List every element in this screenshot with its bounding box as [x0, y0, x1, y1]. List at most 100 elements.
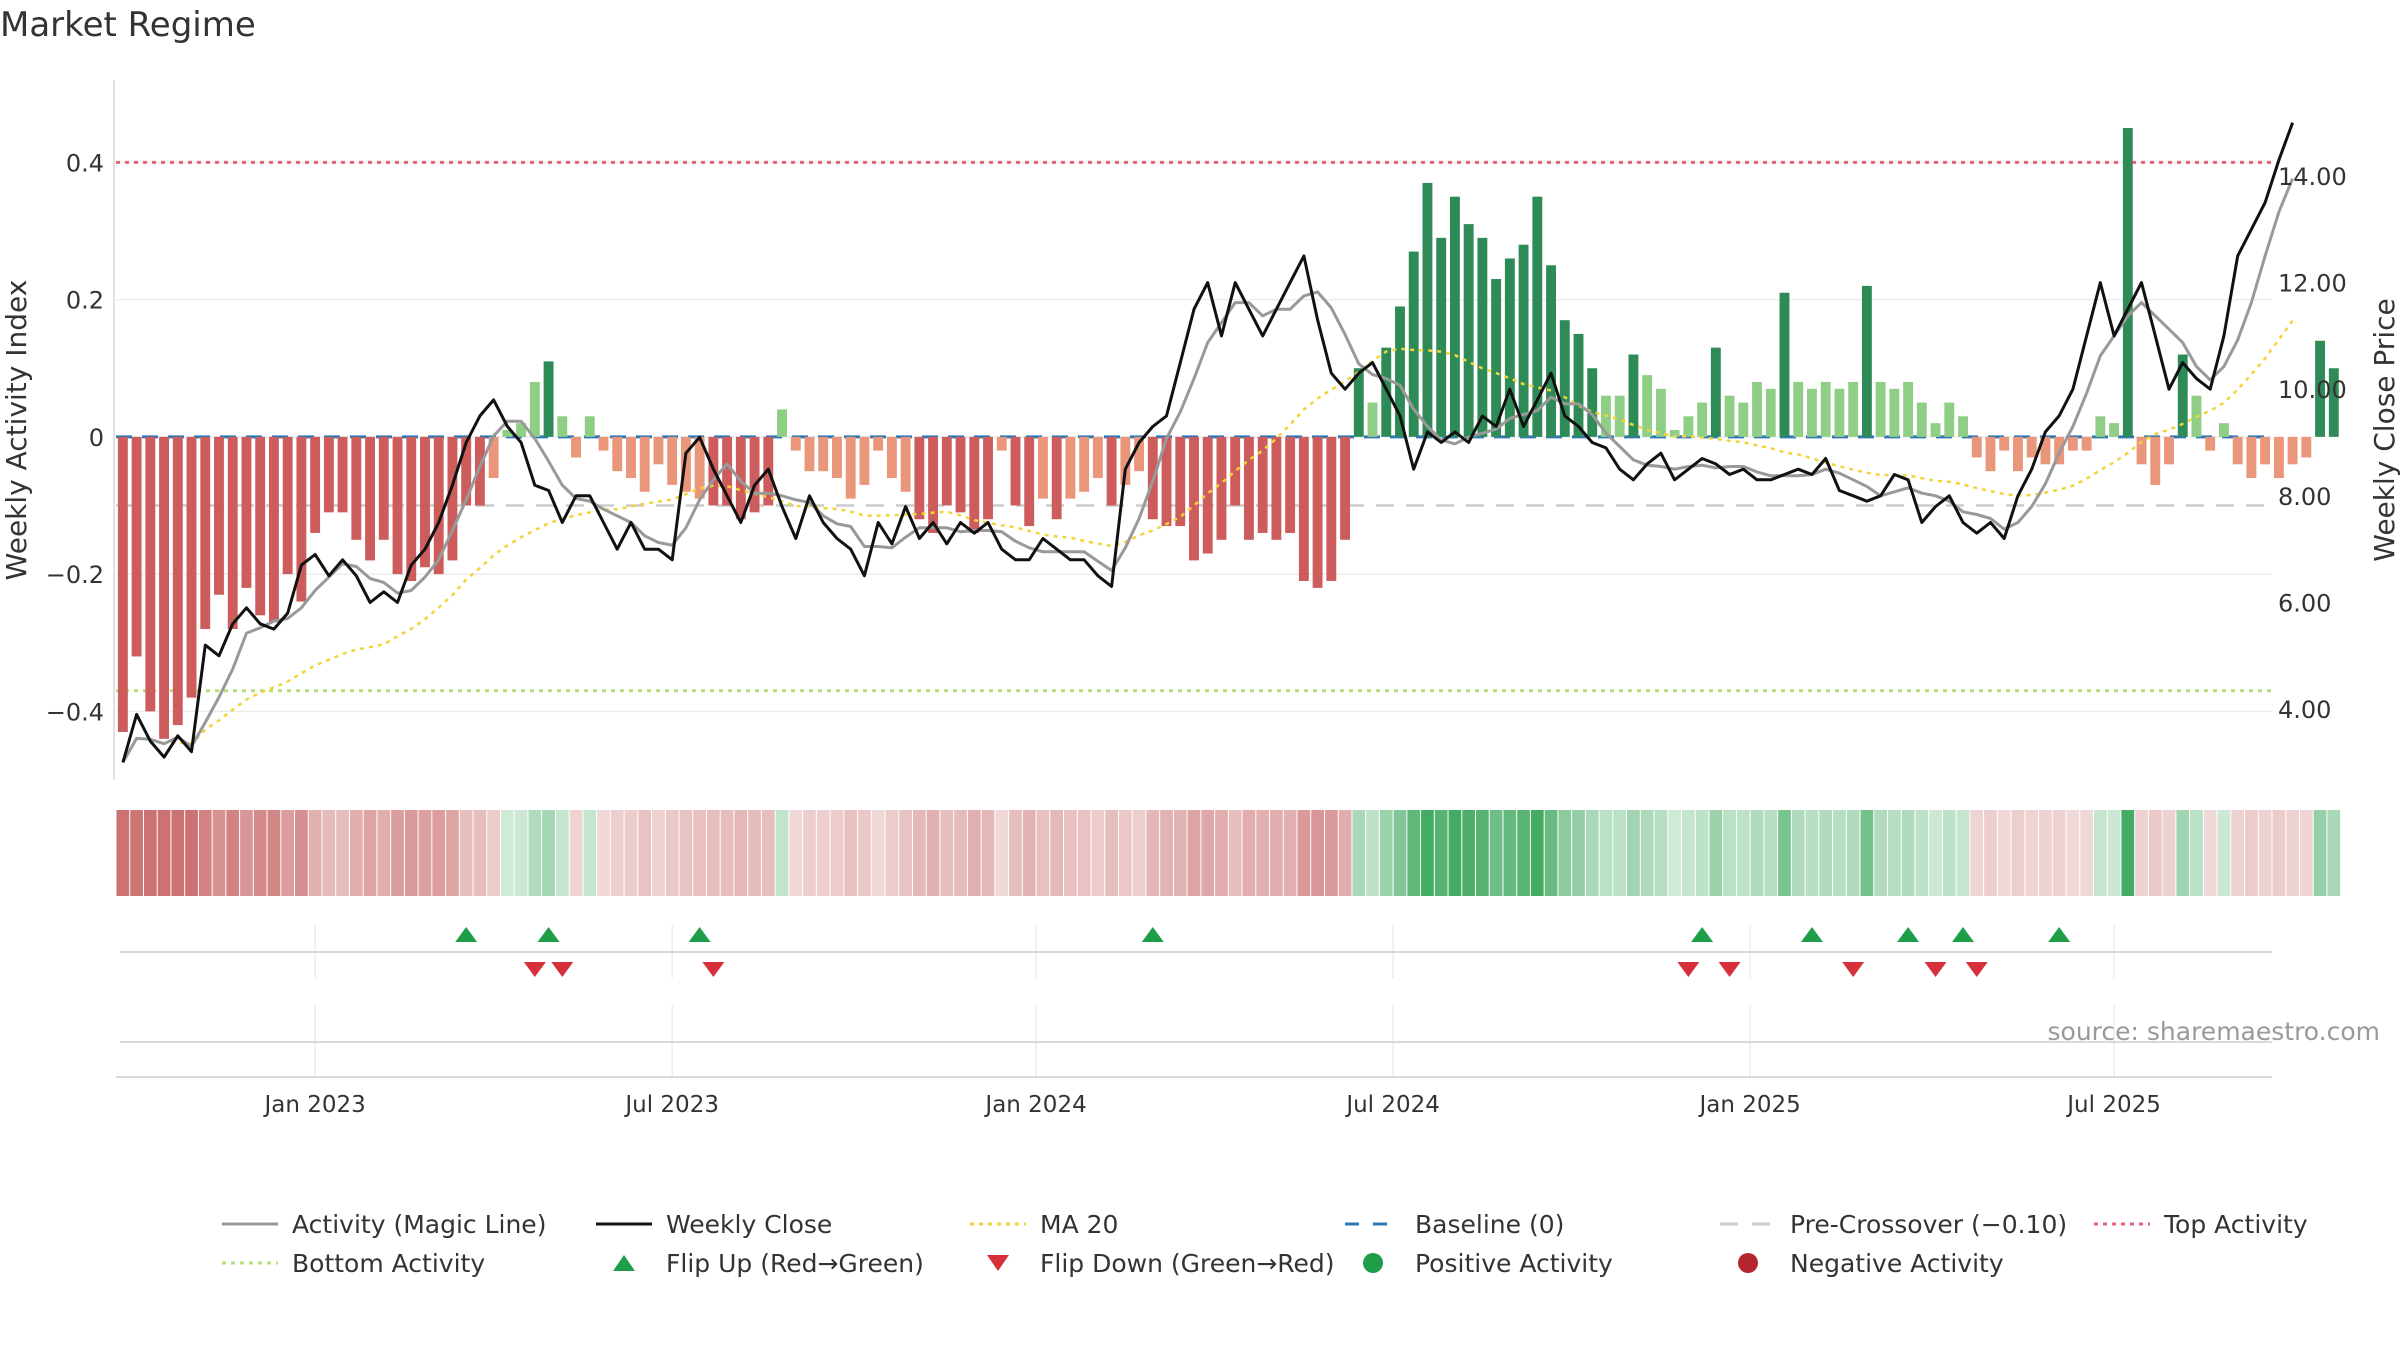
activity-bar: [667, 436, 678, 485]
activity-bar: [2177, 354, 2188, 437]
regime-strip-cell: [1503, 810, 1517, 896]
regime-strip-cell: [1530, 810, 1544, 896]
regime-strip-cell: [1407, 810, 1421, 896]
activity-bar: [1491, 279, 1502, 437]
activity-bar: [1010, 436, 1021, 506]
activity-bar: [1271, 436, 1282, 540]
activity-bar: [1353, 368, 1364, 437]
legend-item: Activity (Magic Line): [222, 1210, 546, 1239]
activity-bar: [1861, 285, 1872, 437]
flip-up-marker: [455, 927, 478, 942]
regime-strip-cell: [1750, 810, 1764, 896]
activity-bar: [241, 436, 252, 588]
regime-strip-cell: [1352, 810, 1366, 896]
regime-strip-cell: [748, 810, 761, 896]
activity-bar: [2095, 416, 2106, 437]
activity-bar: [1340, 436, 1351, 540]
activity-bar: [2205, 436, 2216, 451]
regime-strip-cell: [1915, 810, 1929, 896]
regime-strip-cell: [404, 810, 418, 896]
regime-strip-cell: [1846, 810, 1860, 896]
legend-swatch-dot: [1363, 1253, 1383, 1273]
activity-bar: [488, 436, 499, 479]
flip-up-marker: [537, 927, 560, 942]
activity-bar: [626, 436, 636, 479]
flip-down-marker: [702, 962, 725, 977]
regime-strip-cell: [2272, 810, 2286, 896]
regime-strip-cell: [267, 810, 281, 896]
activity-bar: [1518, 244, 1529, 437]
x-tick-label: Jul 2023: [623, 1092, 719, 1118]
regime-strip-cell: [391, 810, 404, 896]
flip-down-marker: [551, 962, 574, 977]
regime-strip-cell: [830, 810, 844, 896]
activity-bar: [1573, 333, 1584, 437]
activity-bar: [1710, 347, 1721, 437]
activity-bar: [420, 436, 430, 568]
activity-bar: [1092, 436, 1103, 479]
regime-strip-cell: [652, 810, 665, 896]
activity-bar: [735, 436, 746, 520]
activity-bar: [1793, 381, 1804, 437]
activity-bar: [145, 436, 156, 712]
activity-bar: [1655, 388, 1666, 437]
regime-strip-cell: [308, 810, 322, 896]
regime-strip-cell: [706, 810, 720, 896]
activity-bar: [1037, 436, 1048, 499]
activity-bar: [2273, 436, 2284, 479]
activity-bar: [1985, 436, 1996, 472]
activity-bar: [1189, 436, 1199, 561]
regime-strip-cell: [844, 810, 858, 896]
activity-bar: [227, 436, 238, 630]
activity-bar: [2328, 368, 2339, 437]
x-tick-label: Jul 2025: [2065, 1092, 2161, 1118]
activity-bar: [1230, 436, 1241, 506]
activity-bar: [1669, 430, 1680, 437]
activity-bar: [392, 436, 403, 575]
legend-label: Flip Up (Red→Green): [666, 1249, 924, 1278]
weekly-close-line: [121, 122, 2295, 763]
flip-up-marker: [1800, 927, 1823, 942]
regime-strip-cell: [2039, 810, 2052, 896]
activity-bar: [1903, 381, 1914, 437]
regime-strip-cell: [885, 810, 899, 896]
activity-bar: [2260, 436, 2271, 465]
activity-bar: [200, 436, 211, 630]
regime-strip-cell: [2093, 810, 2107, 896]
activity-bar: [214, 436, 224, 595]
legend-label: Top Activity: [2163, 1210, 2308, 1239]
activity-bar: [790, 436, 801, 451]
activity-bar: [996, 436, 1007, 451]
legend-swatch-dot: [1738, 1253, 1758, 1273]
legend-swatch-tri-up: [613, 1255, 635, 1271]
y-right-tick-label: 6.00: [2278, 589, 2331, 617]
activity-bar: [2040, 436, 2051, 465]
regime-strip-layer: [116, 810, 2341, 896]
y-right-tick-label: 8.00: [2278, 483, 2331, 511]
regime-strip-cell: [1256, 810, 1270, 896]
legend-item: Weekly Close: [596, 1210, 832, 1239]
activity-bar: [1065, 436, 1076, 499]
activity-bar: [1683, 416, 1694, 437]
regime-strip-cell: [363, 810, 377, 896]
regime-strip-cell: [1146, 810, 1160, 896]
regime-strip-cell: [1324, 810, 1338, 896]
activity-bar: [378, 436, 389, 540]
regime-strip-cell: [1682, 810, 1695, 896]
activity-bar: [845, 436, 856, 499]
activity-bar: [612, 436, 623, 472]
regime-strip-cell: [1654, 810, 1668, 896]
activity-bar: [2013, 436, 2023, 472]
activity-bar: [1971, 436, 1982, 458]
activity-bar: [502, 430, 513, 437]
flip-up-marker: [688, 927, 711, 942]
regime-strip-cell: [1956, 810, 1970, 896]
activity-bar: [1024, 436, 1035, 527]
activity-bar: [1312, 436, 1323, 588]
regime-strip-cell: [1132, 810, 1146, 896]
activity-bar: [1916, 402, 1927, 437]
activity-bar: [282, 436, 293, 575]
y-axis-right-label: Weekly Close Price: [2368, 298, 2400, 561]
activity-bar: [653, 436, 664, 465]
